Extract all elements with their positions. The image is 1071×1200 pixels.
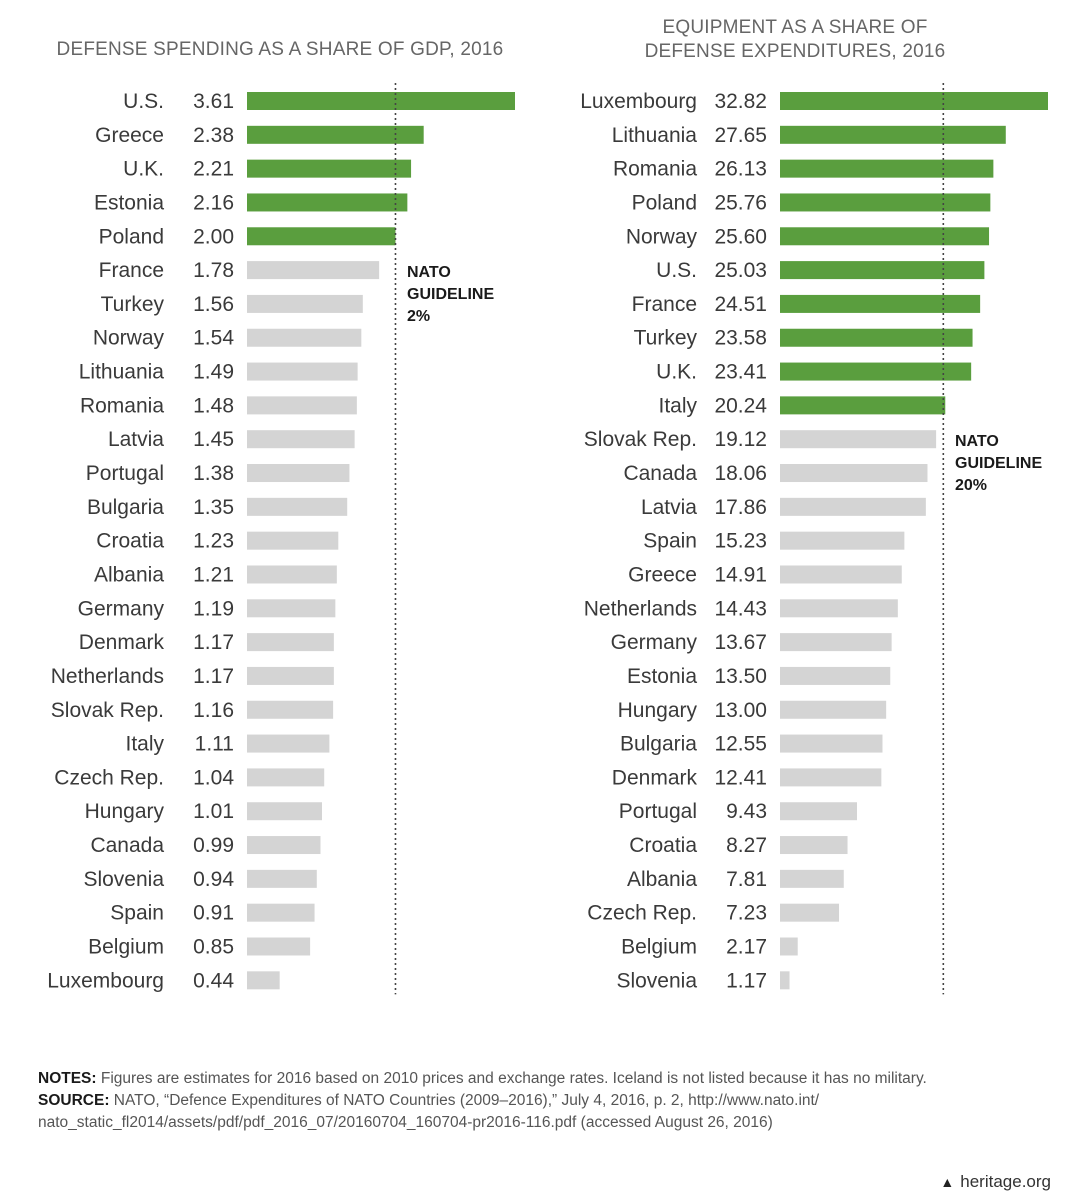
right-category-label: Germany [611, 631, 698, 654]
equipment-share-bar-chart: Luxembourg 32.82 Lithuania 27.65 Romania 26.1… [0, 0, 1071, 1040]
right-category-label: Slovenia [616, 969, 697, 992]
right-value-label: 17.86 [714, 496, 767, 519]
right-category-label: Norway [626, 225, 698, 248]
right-bar [780, 193, 990, 211]
right-category-label: Poland [632, 191, 697, 214]
right-value-label: 13.00 [714, 699, 767, 722]
footer-site: heritage.org [960, 1172, 1051, 1192]
right-category-label: Turkey [634, 327, 698, 350]
source-line: SOURCE: NATO, “Defence Expenditures of N… [38, 1090, 1058, 1112]
right-bar [780, 701, 886, 719]
right-category-label: Slovak Rep. [584, 428, 697, 451]
right-category-label: Czech Rep. [587, 902, 697, 925]
right-guideline-label: NATO [955, 433, 999, 450]
right-value-label: 12.55 [714, 733, 767, 756]
right-category-label: Netherlands [584, 597, 697, 620]
right-value-label: 1.17 [726, 969, 767, 992]
right-category-label: Greece [628, 563, 697, 586]
right-bar [780, 938, 798, 956]
right-bar [780, 92, 1048, 110]
right-guideline-label: GUIDELINE [955, 455, 1042, 472]
right-category-label: France [632, 293, 697, 316]
source-text: NATO, “Defence Expenditures of NATO Coun… [109, 1092, 819, 1109]
right-category-label: Romania [613, 158, 697, 181]
right-category-label: Italy [658, 394, 697, 417]
right-bar [780, 667, 890, 685]
right-category-label: U.K. [656, 361, 697, 384]
right-value-label: 8.27 [726, 834, 767, 857]
right-bar [780, 802, 857, 820]
right-value-label: 7.23 [726, 902, 767, 925]
right-bar [780, 971, 790, 989]
right-bar [780, 565, 902, 583]
right-bar [780, 430, 936, 448]
right-bar [780, 633, 892, 651]
right-category-label: Estonia [627, 665, 697, 688]
right-category-label: Portugal [619, 800, 697, 823]
right-value-label: 19.12 [714, 428, 767, 451]
right-category-label: Denmark [612, 766, 698, 789]
right-bar [780, 599, 898, 617]
right-value-label: 23.58 [714, 327, 767, 350]
right-value-label: 20.24 [714, 394, 767, 417]
right-category-label: U.S. [656, 259, 697, 282]
right-value-label: 14.91 [714, 563, 767, 586]
source-url: nato_static_fl2014/assets/pdf/pdf_2016_0… [38, 1114, 773, 1131]
notes-label: NOTES: [38, 1070, 97, 1087]
notes-block: NOTES: Figures are estimates for 2016 ba… [38, 1068, 1058, 1134]
footer-credit: ▲ heritage.org [940, 1172, 1051, 1192]
right-value-label: 12.41 [714, 766, 767, 789]
right-value-label: 32.82 [714, 90, 767, 113]
right-bar [780, 904, 839, 922]
right-category-label: Latvia [641, 496, 697, 519]
right-category-label: Luxembourg [580, 90, 697, 113]
right-guideline-label: 20% [955, 477, 987, 494]
right-category-label: Spain [643, 530, 697, 553]
right-bar [780, 160, 993, 178]
right-bar [780, 227, 989, 245]
right-bar [780, 363, 971, 381]
right-value-label: 25.60 [714, 225, 767, 248]
right-category-label: Lithuania [612, 124, 698, 147]
right-value-label: 25.03 [714, 259, 767, 282]
right-value-label: 24.51 [714, 293, 767, 316]
right-bar [780, 295, 980, 313]
notes-text: Figures are estimates for 2016 based on … [97, 1070, 927, 1087]
right-bar [780, 768, 881, 786]
right-bar [780, 735, 882, 753]
right-bar [780, 261, 984, 279]
right-bar [780, 498, 926, 516]
right-value-label: 2.17 [726, 936, 767, 959]
right-value-label: 9.43 [726, 800, 767, 823]
right-bar [780, 532, 904, 550]
right-category-label: Croatia [629, 834, 697, 857]
right-bar [780, 396, 945, 414]
right-category-label: Belgium [621, 936, 697, 959]
right-value-label: 15.23 [714, 530, 767, 553]
right-bar [780, 126, 1006, 144]
source-line-2: nato_static_fl2014/assets/pdf/pdf_2016_0… [38, 1112, 1058, 1134]
right-value-label: 25.76 [714, 191, 767, 214]
right-category-label: Canada [623, 462, 697, 485]
right-bar [780, 464, 927, 482]
right-value-label: 18.06 [714, 462, 767, 485]
source-label: SOURCE: [38, 1092, 109, 1109]
right-category-label: Bulgaria [620, 733, 697, 756]
right-value-label: 13.50 [714, 665, 767, 688]
right-value-label: 27.65 [714, 124, 767, 147]
notes-line: NOTES: Figures are estimates for 2016 ba… [38, 1068, 1058, 1090]
right-value-label: 7.81 [726, 868, 767, 891]
right-category-label: Hungary [618, 699, 698, 722]
right-bar [780, 870, 844, 888]
right-value-label: 13.67 [714, 631, 767, 654]
right-bar [780, 836, 848, 854]
liberty-bell-icon: ▲ [940, 1174, 954, 1190]
right-category-label: Albania [627, 868, 697, 891]
right-value-label: 26.13 [714, 158, 767, 181]
right-value-label: 23.41 [714, 361, 767, 384]
right-value-label: 14.43 [714, 597, 767, 620]
